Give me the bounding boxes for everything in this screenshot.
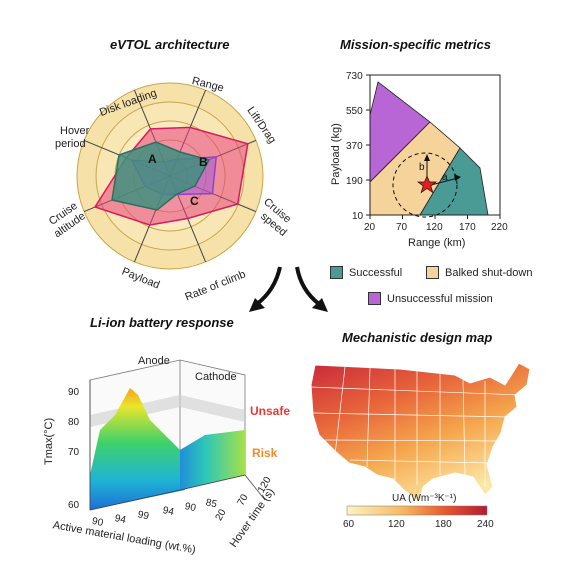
map-cbtick-120: 120 (388, 519, 405, 530)
battery-surface-cathode (180, 430, 245, 490)
us-map: UA (Wm⁻³K⁻¹) 60 120 180 240 (310, 362, 531, 530)
legend-successful-label: Successful (349, 266, 403, 279)
battery-zlabel: Tmax(°C) (43, 418, 55, 465)
battery-surface-anode (90, 388, 185, 510)
battery-ylabel: Hover time (s) (228, 486, 277, 549)
battery-ztick-60: 60 (68, 500, 80, 511)
battery-ytick-20: 20 (214, 507, 229, 523)
flow-arrowhead-right (312, 298, 328, 312)
mission-ytick-1: 190 (346, 176, 363, 187)
legend-unsuccessful: Unsuccessful mission (368, 292, 493, 305)
legend-balked-label: Balked shut-down (445, 266, 533, 279)
legend-balked-swatch (426, 266, 439, 279)
mission-ticks (366, 74, 501, 219)
map-cbtick-240: 240 (477, 519, 494, 530)
battery-risk-band (90, 395, 245, 427)
mission-plot: a b 20 70 120 170 220 10 190 370 550 730… (330, 71, 508, 249)
battery-xtick-l1: 94 (114, 513, 128, 526)
mission-dashed-circle (392, 152, 458, 218)
battery-label-unsafe: Unsafe (250, 404, 290, 418)
radar-label-b: B (199, 155, 208, 169)
flow-arrow-left (255, 266, 282, 306)
mission-ylabel: Payload (kg) (330, 123, 342, 185)
battery-ztick-80: 80 (68, 417, 80, 428)
mission-arrowhead-a (454, 174, 461, 181)
radar-panel-title: eVTOL architecture (110, 37, 230, 52)
battery-xtick-l0: 90 (91, 516, 105, 529)
battery-label-risk: Risk (252, 446, 278, 460)
mission-ytick-0: 10 (352, 211, 364, 222)
map-colorbar-label: UA (Wm⁻³K⁻¹) (392, 493, 456, 504)
flow-arrow-right (295, 266, 321, 306)
mission-xtick-4: 220 (491, 222, 508, 233)
radar-label-c: C (190, 194, 199, 208)
radar-axis-rate-of-climb: Rate of climb (183, 268, 247, 303)
radar-axis-hover-line1: Hover (60, 125, 90, 137)
map-colorbar (346, 505, 488, 516)
mission-xtick-2: 120 (426, 222, 443, 233)
battery-ztick-70: 70 (68, 447, 80, 458)
battery-label-anode: Anode (138, 355, 170, 367)
mission-point-b: b (419, 162, 425, 173)
mission-ytick-3: 550 (346, 106, 363, 117)
radar-axis-hover-period: Hover period (55, 125, 92, 150)
radar-axis-hover-line2: period (55, 138, 86, 150)
flow-arrowhead-left (249, 298, 265, 312)
mission-xtick-3: 170 (459, 222, 476, 233)
mission-xlabel: Range (km) (408, 237, 465, 249)
mission-panel-title: Mission-specific metrics (340, 37, 491, 52)
battery-label-cathode: Cathode (195, 371, 237, 383)
legend-unsuccessful-label: Unsuccessful mission (387, 292, 493, 305)
battery-ytick-70: 70 (236, 492, 251, 508)
mission-xtick-0: 20 (364, 222, 376, 233)
map-cbtick-180: 180 (435, 519, 452, 530)
radar-axis-payload: Payload (120, 265, 161, 291)
battery-surface-plot: Anode Cathode Unsafe Risk Tmax(°C) 90 80… (43, 355, 290, 556)
us-map-borders (310, 366, 521, 487)
mission-ytick-4: 730 (346, 71, 363, 82)
flow-arrows (249, 266, 328, 312)
map-cbtick-60: 60 (343, 519, 355, 530)
battery-xtick-r2: 85 (205, 497, 219, 510)
mission-xtick-1: 70 (396, 222, 408, 233)
battery-xtick-r1: 90 (184, 501, 198, 514)
radar-chart: A B C Range Lift/Drag Cruise speed Rate … (47, 75, 290, 304)
legend-unsuccessful-swatch (368, 292, 381, 305)
mission-point-a: a (442, 172, 448, 183)
map-panel-title: Mechanistic design map (342, 330, 493, 345)
battery-ztick-90: 90 (68, 387, 80, 398)
mission-ytick-2: 370 (346, 141, 363, 152)
legend-successful: Successful (330, 266, 402, 279)
us-map-mainland (310, 362, 531, 502)
battery-front-edges (89, 380, 266, 511)
battery-panel-title: Li-ion battery response (90, 315, 234, 330)
legend-balked: Balked shut-down (426, 266, 532, 279)
mission-arrowhead-b (424, 154, 430, 161)
mission-star-icon (416, 175, 438, 194)
radar-label-a: A (148, 152, 157, 166)
legend-successful-swatch (330, 266, 343, 279)
battery-xtick-l2: 99 (137, 509, 151, 522)
radar-series-a (111, 141, 211, 211)
battery-xtick-r0: 94 (162, 505, 176, 518)
